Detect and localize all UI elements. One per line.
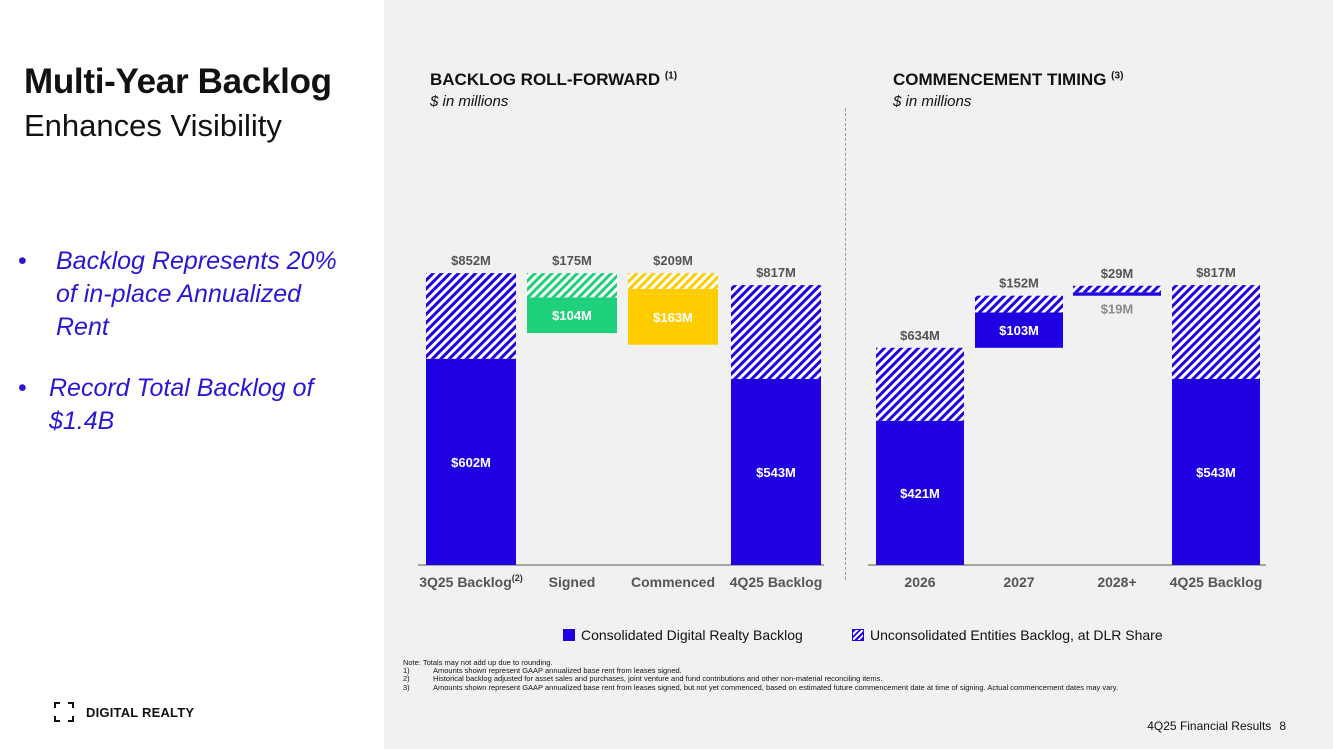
bar-consolidated — [628, 288, 718, 345]
bar-consolidated — [975, 312, 1063, 348]
bar-unconsolidated — [1172, 285, 1260, 379]
legend-label: Unconsolidated Entities Backlog, at DLR … — [870, 627, 1163, 643]
page-number: 8 — [1279, 719, 1286, 733]
bar-value-label: $104M — [552, 308, 592, 323]
x-tick-label: 3Q25 Backlog(2) — [419, 573, 523, 590]
bar-consolidated — [731, 378, 821, 565]
bullet-text: Record Total Backlog of $1.4B — [49, 374, 314, 435]
x-tick-label: 2028+ — [1097, 574, 1136, 590]
legend-swatch-hatched — [852, 629, 864, 641]
bar-unconsolidated — [628, 273, 718, 289]
bar-total-label: $152M — [999, 276, 1039, 291]
bar-unconsolidated — [426, 273, 516, 359]
page-title: Multi-Year Backlog — [24, 62, 332, 101]
x-tick-label: Commenced — [631, 574, 715, 590]
chart-title-rollforward: BACKLOG ROLL-FORWARD (1) — [430, 70, 677, 90]
footnote-number: 3) — [403, 682, 410, 692]
bullet-marker: • — [18, 374, 27, 402]
footnote-number: 1) — [403, 666, 410, 676]
legend-consolidated: Consolidated Digital Realty Backlog — [563, 627, 803, 643]
bar-consolidated — [1172, 378, 1260, 565]
bullet-marker: • — [18, 247, 27, 275]
bullet-item: • Record Total Backlog of $1.4B — [18, 372, 358, 438]
bar-total-label: $817M — [756, 265, 796, 280]
company-logo: DIGITAL REALTY — [54, 702, 194, 722]
bar-value-label: $421M — [900, 486, 940, 501]
footnotes: Note: Totals may not add up due to round… — [403, 658, 1283, 692]
bar-value-label: $543M — [1196, 465, 1236, 480]
x-tick-label: 4Q25 Backlog — [1170, 574, 1263, 590]
bar-unconsolidated — [731, 285, 821, 379]
bar-total-label: $852M — [451, 253, 491, 268]
footnote-text: Amounts shown represent GAAP annualized … — [433, 682, 1119, 692]
x-tick-label: Signed — [549, 574, 596, 590]
bar-unconsolidated — [975, 295, 1063, 313]
bar-consolidated — [1073, 292, 1161, 296]
legend-swatch-solid — [563, 629, 575, 641]
bar-value-label: $163M — [653, 310, 693, 325]
footnote-text: Amounts shown represent GAAP annualized … — [433, 666, 682, 676]
chart-title-note: (3) — [1111, 70, 1124, 82]
bullet-text: Backlog Represents 20% of in-place Annua… — [56, 247, 337, 341]
footer-label: 4Q25 Financial Results — [1147, 719, 1272, 733]
bar-consolidated — [527, 297, 617, 334]
bar-total-label: $29M — [1101, 266, 1134, 281]
bar-total-label: $209M — [653, 253, 693, 268]
bar-unconsolidated — [876, 347, 964, 421]
bar-value-label: $602M — [451, 455, 491, 470]
x-tick-label: 2027 — [1003, 574, 1034, 590]
left-panel — [0, 0, 384, 749]
bar-value-label: $103M — [999, 323, 1039, 338]
chart-title-commencement: COMMENCEMENT TIMING (3) — [893, 70, 1123, 90]
bar-unconsolidated — [1073, 285, 1161, 293]
bar-consolidated — [426, 358, 516, 565]
footnote-intro: Note: Totals may not add up due to round… — [403, 658, 553, 667]
chart-title-text: COMMENCEMENT TIMING — [893, 70, 1107, 89]
chart-subtitle-commencement: $ in millions — [893, 93, 972, 110]
page-footer: 4Q25 Financial Results 8 — [1147, 719, 1286, 733]
bullet-item: • Backlog Represents 20% of in-place Ann… — [18, 245, 358, 344]
key-points: • Backlog Represents 20% of in-place Ann… — [18, 245, 358, 438]
bar-total-label: $634M — [900, 328, 940, 343]
chart-divider — [845, 108, 846, 580]
footnote-text: Historical backlog adjusted for asset sa… — [433, 674, 883, 684]
bar-total-label: $817M — [1196, 265, 1236, 280]
legend-unconsolidated: Unconsolidated Entities Backlog, at DLR … — [852, 627, 1163, 643]
legend-label: Consolidated Digital Realty Backlog — [581, 627, 803, 643]
chart-title-text: BACKLOG ROLL-FORWARD — [430, 70, 661, 89]
chart-title-note: (1) — [664, 70, 678, 82]
x-tick-label: 4Q25 Backlog — [730, 574, 823, 590]
bar-value-label: $543M — [756, 465, 796, 480]
page-subtitle: Enhances Visibility — [24, 108, 282, 143]
footnote-item: 2) Historical backlog adjusted for asset… — [403, 675, 1283, 683]
logo-mark-icon — [54, 702, 74, 722]
footnote-number: 2) — [403, 674, 410, 684]
x-tick-label: 2026 — [904, 574, 935, 590]
chart-subtitle-rollforward: $ in millions — [430, 93, 509, 110]
bar-total-label: $175M — [552, 253, 592, 268]
footnote-item: 1) Amounts shown represent GAAP annualiz… — [403, 666, 1283, 676]
footnote-item: 3) Amounts shown represent GAAP annualiz… — [403, 682, 1283, 692]
bar-value-label: $19M — [1101, 302, 1134, 317]
bar-consolidated — [876, 420, 964, 565]
bar-unconsolidated — [527, 273, 617, 298]
logo-text: DIGITAL REALTY — [86, 704, 195, 720]
